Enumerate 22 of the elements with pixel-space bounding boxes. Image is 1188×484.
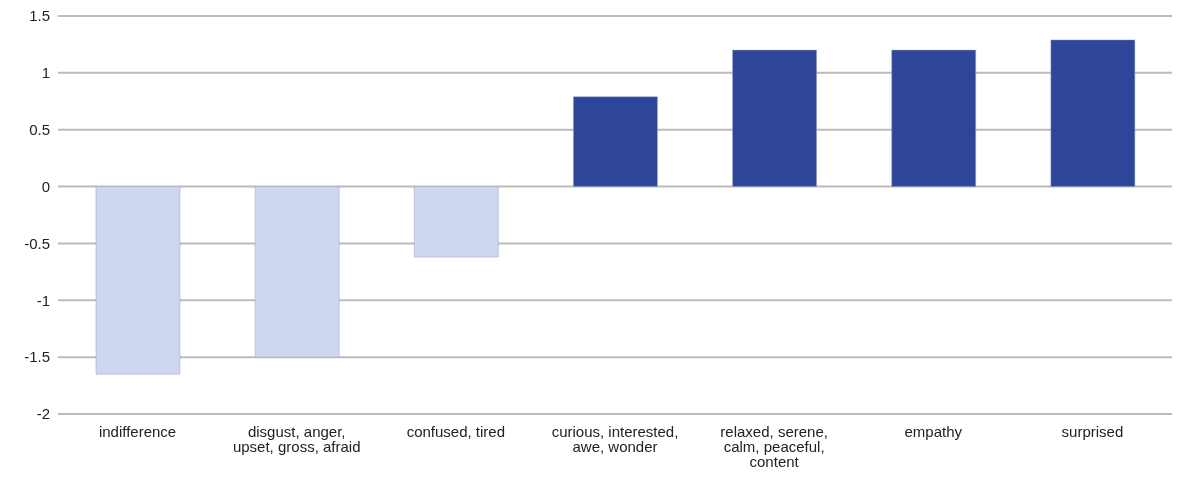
y-tick-label: 1 [41, 64, 50, 82]
y-tick-label: 0.5 [29, 121, 50, 139]
bar [891, 49, 976, 187]
bar [573, 96, 658, 187]
bar [732, 49, 817, 187]
y-tick-label: -1.5 [24, 348, 50, 366]
bar [414, 186, 499, 258]
x-tick-label: curious, interested, awe, wonder [551, 422, 679, 455]
x-tick-label: indifference [98, 422, 177, 440]
x-tick-label: relaxed, serene, calm, peaceful, content [720, 422, 828, 470]
bar [95, 186, 181, 375]
y-tick-label: -1 [36, 291, 50, 309]
y-tick-label: 0 [41, 177, 50, 195]
bar [254, 186, 340, 358]
x-tick-label: disgust, anger, upset, gross, afraid [232, 422, 361, 455]
x-tick-label: confused, tired [406, 422, 506, 440]
y-tick-label: 1.5 [29, 7, 50, 25]
y-tick-label: -0.5 [24, 234, 50, 252]
x-tick-label: surprised [1061, 422, 1124, 440]
x-tick-label: empathy [904, 422, 963, 440]
bar [1050, 39, 1136, 187]
y-tick-label: -2 [36, 405, 50, 423]
